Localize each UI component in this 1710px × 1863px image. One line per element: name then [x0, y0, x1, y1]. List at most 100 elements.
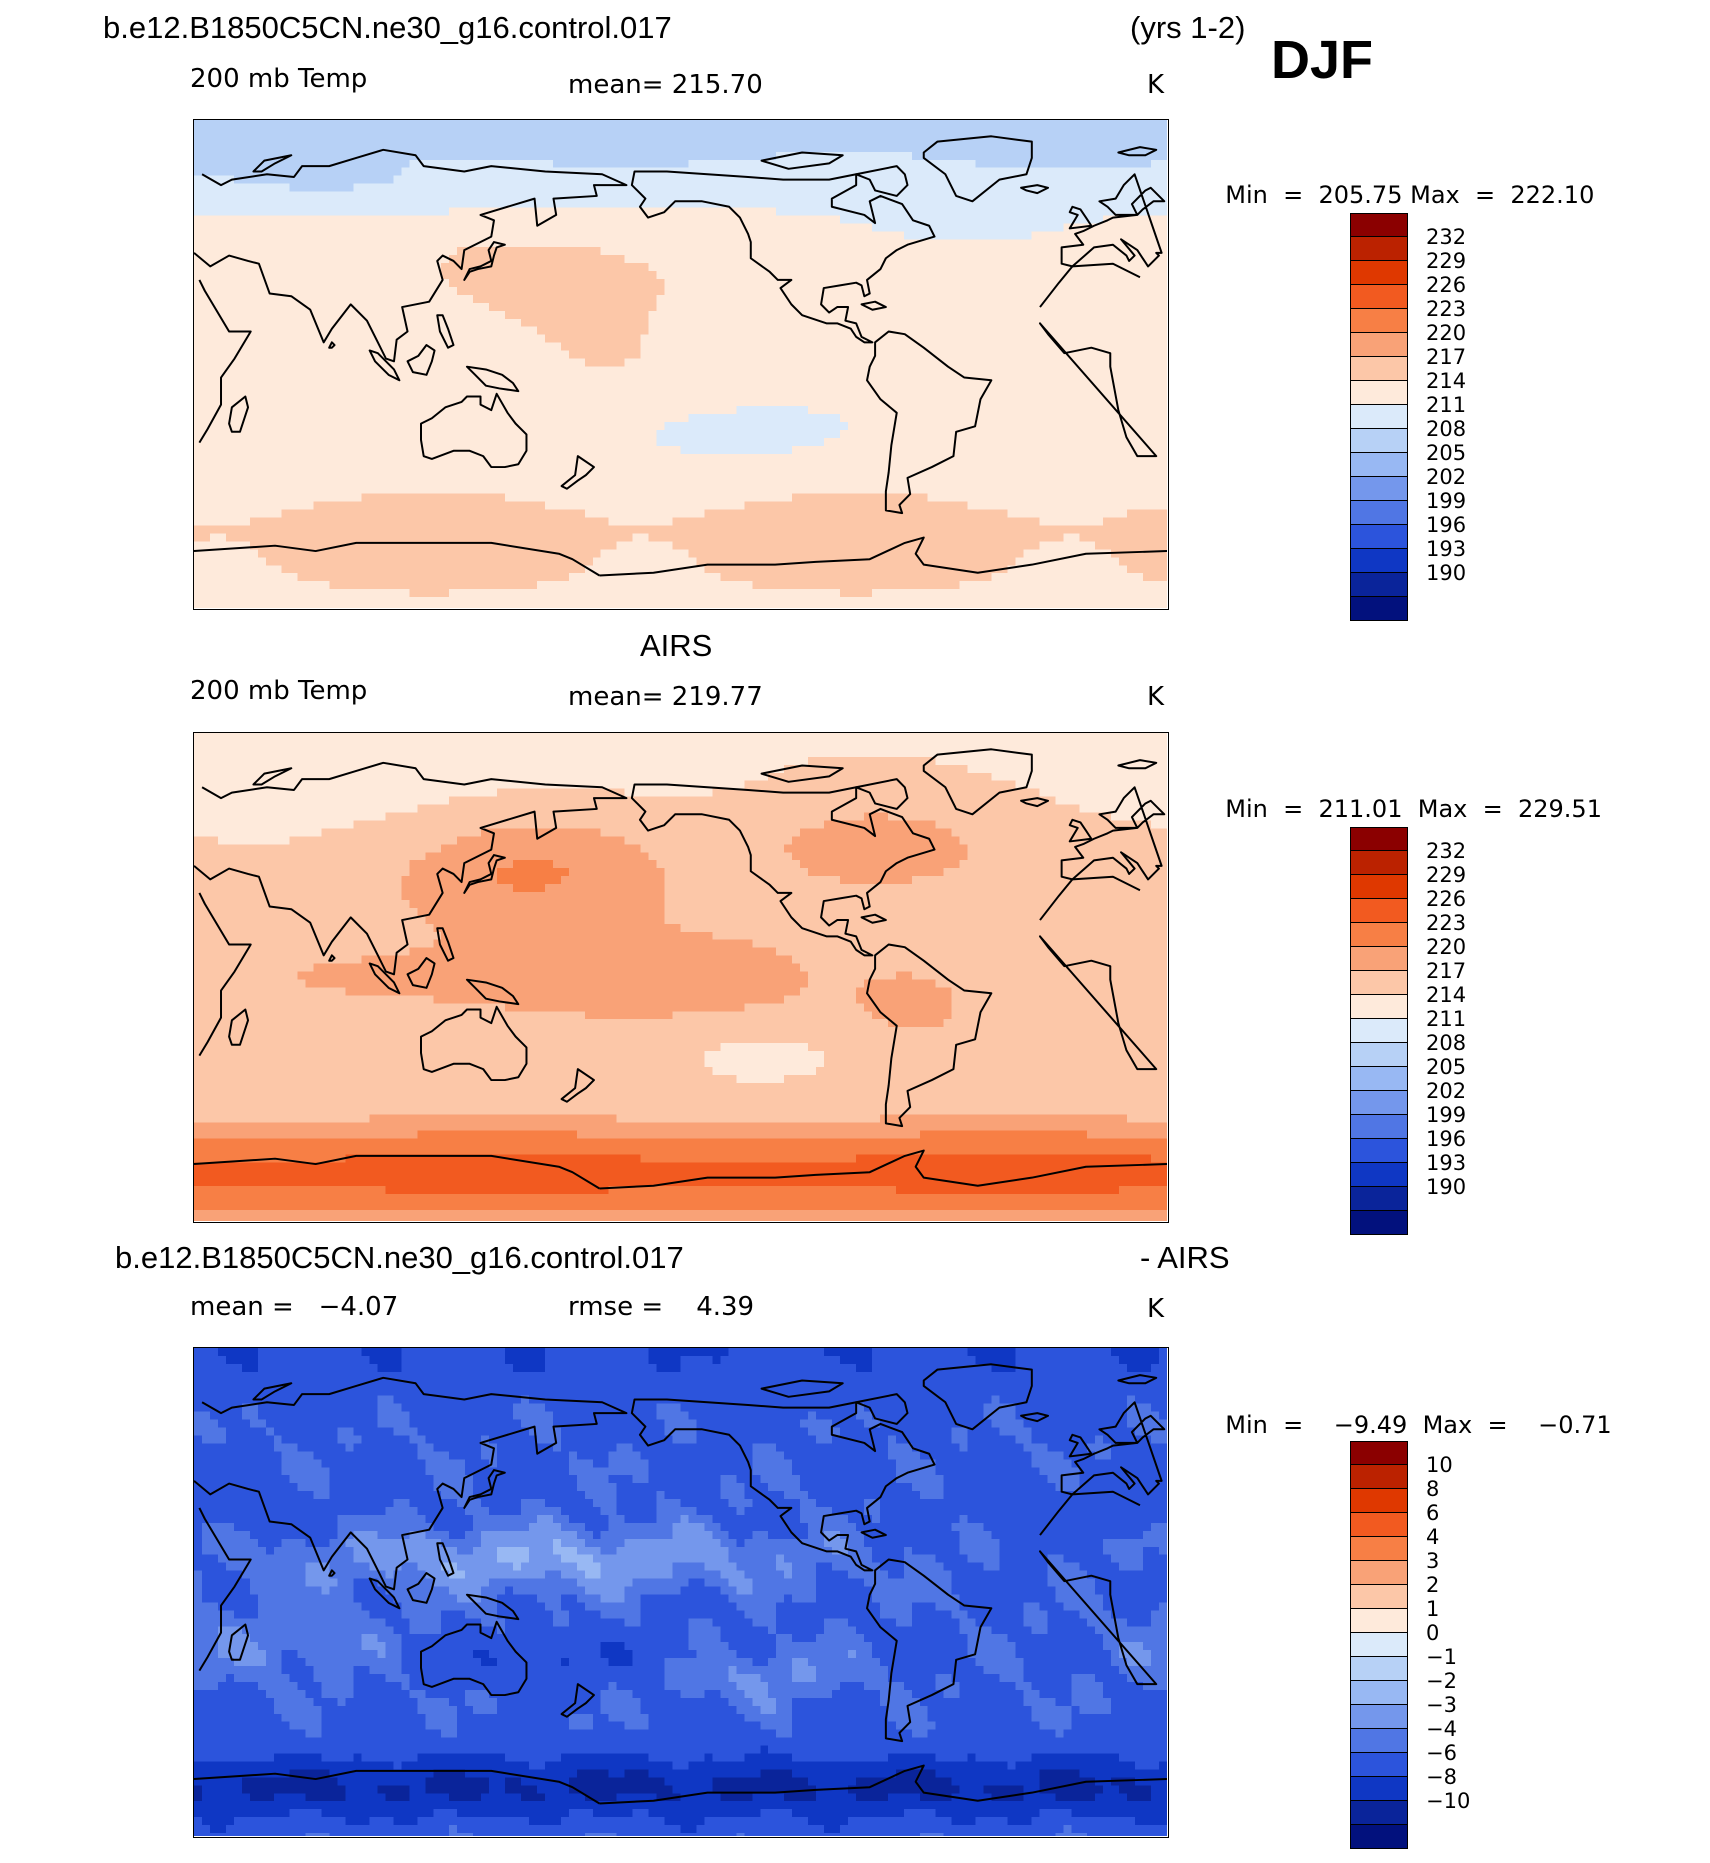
colorbar-swatch: [1350, 1777, 1408, 1801]
map-canvas: [194, 120, 1167, 608]
colorbar-tick-label: 208: [1426, 419, 1466, 440]
colorbar-swatch: [1350, 947, 1408, 971]
colorbar-tick-label: −6: [1426, 1743, 1457, 1764]
coastline-svalbard: [1117, 146, 1158, 157]
colorbar-tick-label: 1: [1426, 1599, 1439, 1620]
coastline-madagascar: [228, 395, 250, 433]
colorbar-tick-label: 202: [1426, 467, 1466, 488]
colorbar-tick-label: 2: [1426, 1575, 1439, 1596]
coastline-greenland: [922, 748, 1033, 816]
coastline-sri-lanka: [328, 1569, 336, 1577]
coastline-japan: [463, 241, 506, 281]
coastline-uk: [1068, 205, 1093, 230]
colorbar-swatch: [1350, 1115, 1408, 1139]
coastline-south-america: [866, 330, 993, 515]
colorbar-tick-label: 193: [1426, 539, 1466, 560]
coastline-baffin: [855, 165, 909, 197]
colorbar-tick-label: 226: [1426, 275, 1466, 296]
colorbar-swatch: [1350, 1043, 1408, 1067]
min-value: 211.01: [1318, 795, 1402, 823]
coastline-north-america: [630, 170, 936, 344]
min-label: Min: [1225, 181, 1268, 209]
colorbar-swatch: [1350, 971, 1408, 995]
colorbar-tick-label: 6: [1426, 1503, 1439, 1524]
years-label: (yrs 1-2): [1130, 12, 1245, 43]
panel2-title: AIRS: [640, 630, 712, 661]
colorbar-swatch: [1350, 261, 1408, 285]
panel1-min-max: Min = 205.75 Max = 222.10: [1210, 153, 1594, 209]
coastline-cuba: [860, 1528, 887, 1539]
panel2-min-max: Min = 211.01 Max = 229.51: [1210, 767, 1602, 823]
coastline-philippines: [436, 314, 455, 349]
panel3-units-label: K: [1147, 1296, 1164, 1322]
coastline-iceland: [1020, 184, 1050, 195]
colorbar-tick-label: 226: [1426, 889, 1466, 910]
colorbar-tick-label: 0: [1426, 1623, 1439, 1644]
coastline-australia: [420, 392, 528, 469]
coastline-south-america: [866, 943, 993, 1128]
colorbar-swatch: [1350, 1633, 1408, 1657]
colorbar-swatch: [1350, 1513, 1408, 1537]
colorbar-tick-label: 214: [1426, 371, 1466, 392]
coastline-eurasia: [194, 1376, 1166, 1591]
colorbar-swatch: [1350, 827, 1408, 851]
coastlines: [194, 1363, 1167, 1805]
model-temperature-map: [193, 119, 1169, 610]
colorbar-swatch: [1350, 1441, 1408, 1465]
coastline-arctic-isl: [760, 764, 844, 783]
colorbar-swatch: [1350, 309, 1408, 333]
coastline-japan: [463, 1469, 506, 1509]
max-label: Max: [1418, 795, 1468, 823]
colorbar-tick-label: 202: [1426, 1081, 1466, 1102]
difference-temperature-map: [193, 1347, 1169, 1838]
colorbar-swatch: [1350, 995, 1408, 1019]
filled-contours: [194, 733, 1167, 1221]
colorbar-tick-label: 229: [1426, 251, 1466, 272]
colorbar-swatch: [1350, 1187, 1408, 1211]
coastline-sumatra: [368, 962, 401, 995]
colorbar-swatch: [1350, 429, 1408, 453]
colorbar-tick-label: 205: [1426, 1057, 1466, 1078]
coastline-australia: [420, 1620, 528, 1697]
coastline-eurasia: [194, 148, 1166, 363]
colorbar-tick-label: 211: [1426, 1009, 1466, 1030]
filled-contours: [194, 1348, 1167, 1836]
coastline-borneo: [406, 1572, 436, 1604]
colorbar-tick-label: 3: [1426, 1551, 1439, 1572]
colorbar-tick-label: 193: [1426, 1153, 1466, 1174]
colorbar-tick-label: −8: [1426, 1767, 1457, 1788]
colorbar-tick-label: 190: [1426, 1177, 1466, 1198]
coastline-new-guinea: [465, 978, 520, 1006]
min-value: −9.49: [1334, 1411, 1408, 1439]
coastlines: [194, 135, 1167, 577]
colorbar-swatch: [1350, 1139, 1408, 1163]
coastline-arctic-isl: [760, 151, 844, 170]
coastline-novaya: [252, 154, 293, 173]
colorbar-swatch: [1350, 213, 1408, 237]
colorbar-swatch: [1350, 333, 1408, 357]
coastline-antarctica_right: [599, 1149, 1167, 1190]
map-canvas: [194, 733, 1167, 1221]
airs-temperature-map: [193, 732, 1169, 1223]
map-canvas: [194, 1348, 1167, 1836]
max-label: Max: [1423, 1411, 1473, 1439]
colorbar-swatch: [1350, 1609, 1408, 1633]
min-value: 205.75: [1318, 181, 1402, 209]
colorbar-tick-label: 208: [1426, 1033, 1466, 1054]
colorbar-swatch: [1350, 851, 1408, 875]
coastline-australia: [420, 1005, 528, 1082]
coastline-iceland: [1020, 1412, 1050, 1423]
max-value: −0.71: [1538, 1411, 1612, 1439]
colorbar-swatch: [1350, 1019, 1408, 1043]
coastline-novaya: [252, 1382, 293, 1401]
coastline-borneo: [406, 957, 436, 989]
coastline-north-america: [630, 783, 936, 957]
panel3-rmse-label: rmse = 4.39: [568, 1294, 754, 1320]
colorbar-tick-label: 232: [1426, 841, 1466, 862]
colorbar-tick-label: 190: [1426, 563, 1466, 584]
colorbar-tick-label: 205: [1426, 443, 1466, 464]
colorbar-tick-label: 8: [1426, 1479, 1439, 1500]
coastline-iceland: [1020, 797, 1050, 808]
colorbar-swatch: [1350, 573, 1408, 597]
colorbar-swatch: [1350, 237, 1408, 261]
